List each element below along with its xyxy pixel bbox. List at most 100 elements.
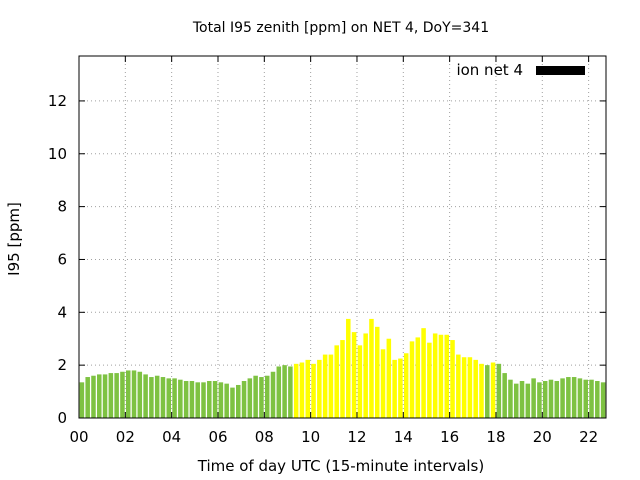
y-tick-label: 6 (57, 250, 67, 268)
x-tick-label: 20 (533, 428, 552, 446)
bar (241, 381, 247, 418)
bar (270, 371, 276, 418)
bar (166, 378, 172, 418)
bar (195, 382, 200, 418)
bar (183, 381, 189, 418)
bar (403, 353, 409, 418)
bar (502, 373, 507, 418)
bar (595, 381, 600, 418)
grid-lines (79, 56, 606, 418)
bar (230, 387, 235, 418)
bar (299, 362, 305, 418)
plot-frame (78, 55, 607, 419)
bar (172, 378, 177, 418)
bar (542, 381, 548, 418)
bar (357, 345, 363, 418)
bar (479, 363, 484, 418)
bar (363, 333, 368, 418)
bar (154, 375, 160, 418)
bar (201, 382, 206, 418)
x-axis-label: Time of day UTC (15-minute intervals) (197, 457, 484, 475)
y-tick-label: 10 (48, 145, 67, 163)
x-tick-label: 08 (255, 428, 274, 446)
legend: ion net 4 (456, 61, 585, 79)
bar (253, 375, 258, 418)
y-tick-label: 0 (57, 409, 67, 427)
bar (444, 334, 449, 418)
bar (537, 382, 542, 418)
bar (438, 334, 444, 418)
bar (120, 371, 125, 418)
bar (328, 354, 334, 418)
legend-swatch (536, 66, 585, 75)
bar (548, 379, 554, 418)
bar (207, 381, 212, 418)
bar (589, 379, 594, 418)
x-tick-label: 10 (301, 428, 320, 446)
bar (259, 377, 264, 418)
bar (571, 377, 577, 418)
bar (85, 377, 90, 418)
bar (91, 375, 96, 418)
y-tick-label: 12 (48, 92, 67, 110)
bar (398, 358, 403, 418)
legend-label: ion net 4 (456, 61, 523, 79)
bar (432, 333, 438, 418)
bar (189, 381, 195, 418)
bar (566, 377, 571, 418)
bar (346, 318, 351, 418)
bar (311, 363, 316, 418)
x-tick-label: 14 (394, 428, 413, 446)
x-tick-label: 04 (162, 428, 181, 446)
y-tick-label: 4 (57, 303, 67, 321)
bar (125, 370, 131, 418)
bar (369, 318, 374, 418)
bar (450, 340, 455, 418)
bar (380, 349, 386, 418)
x-tick-label: 18 (486, 428, 505, 446)
bar (276, 366, 282, 418)
y-axis-label: I95 [ppm] (5, 202, 23, 276)
x-tick-label: 16 (440, 428, 459, 446)
bar (461, 357, 467, 418)
bar (351, 332, 357, 418)
bar (317, 359, 322, 418)
bar (79, 382, 85, 418)
bar (247, 378, 253, 418)
bar (467, 357, 473, 418)
bar (108, 373, 114, 418)
bar (160, 377, 166, 418)
bar (282, 365, 287, 418)
bar (600, 382, 606, 418)
bar (525, 383, 531, 418)
bar (392, 359, 397, 418)
bar (114, 373, 119, 418)
bar (531, 378, 536, 418)
bar (334, 345, 339, 418)
bar (456, 354, 461, 418)
bar (421, 328, 426, 418)
bar-series (79, 318, 606, 418)
bar (513, 383, 519, 418)
bar (102, 374, 108, 418)
bar (322, 354, 328, 418)
bar (496, 363, 502, 418)
bar (293, 363, 299, 418)
x-tick-label: 02 (116, 428, 135, 446)
bar (236, 384, 241, 418)
bar (264, 375, 270, 418)
bar (97, 374, 102, 418)
bar (427, 342, 432, 418)
bar (143, 374, 148, 418)
y-tick-label: 2 (57, 356, 67, 374)
bar (583, 379, 588, 418)
bar (490, 362, 496, 418)
bar (137, 371, 143, 418)
bar (519, 381, 525, 418)
x-tick-label: 06 (208, 428, 227, 446)
chart-title: Total I95 zenith [ppm] on NET 4, DoY=341 (192, 20, 489, 36)
bar (485, 365, 490, 418)
bar (218, 382, 224, 418)
